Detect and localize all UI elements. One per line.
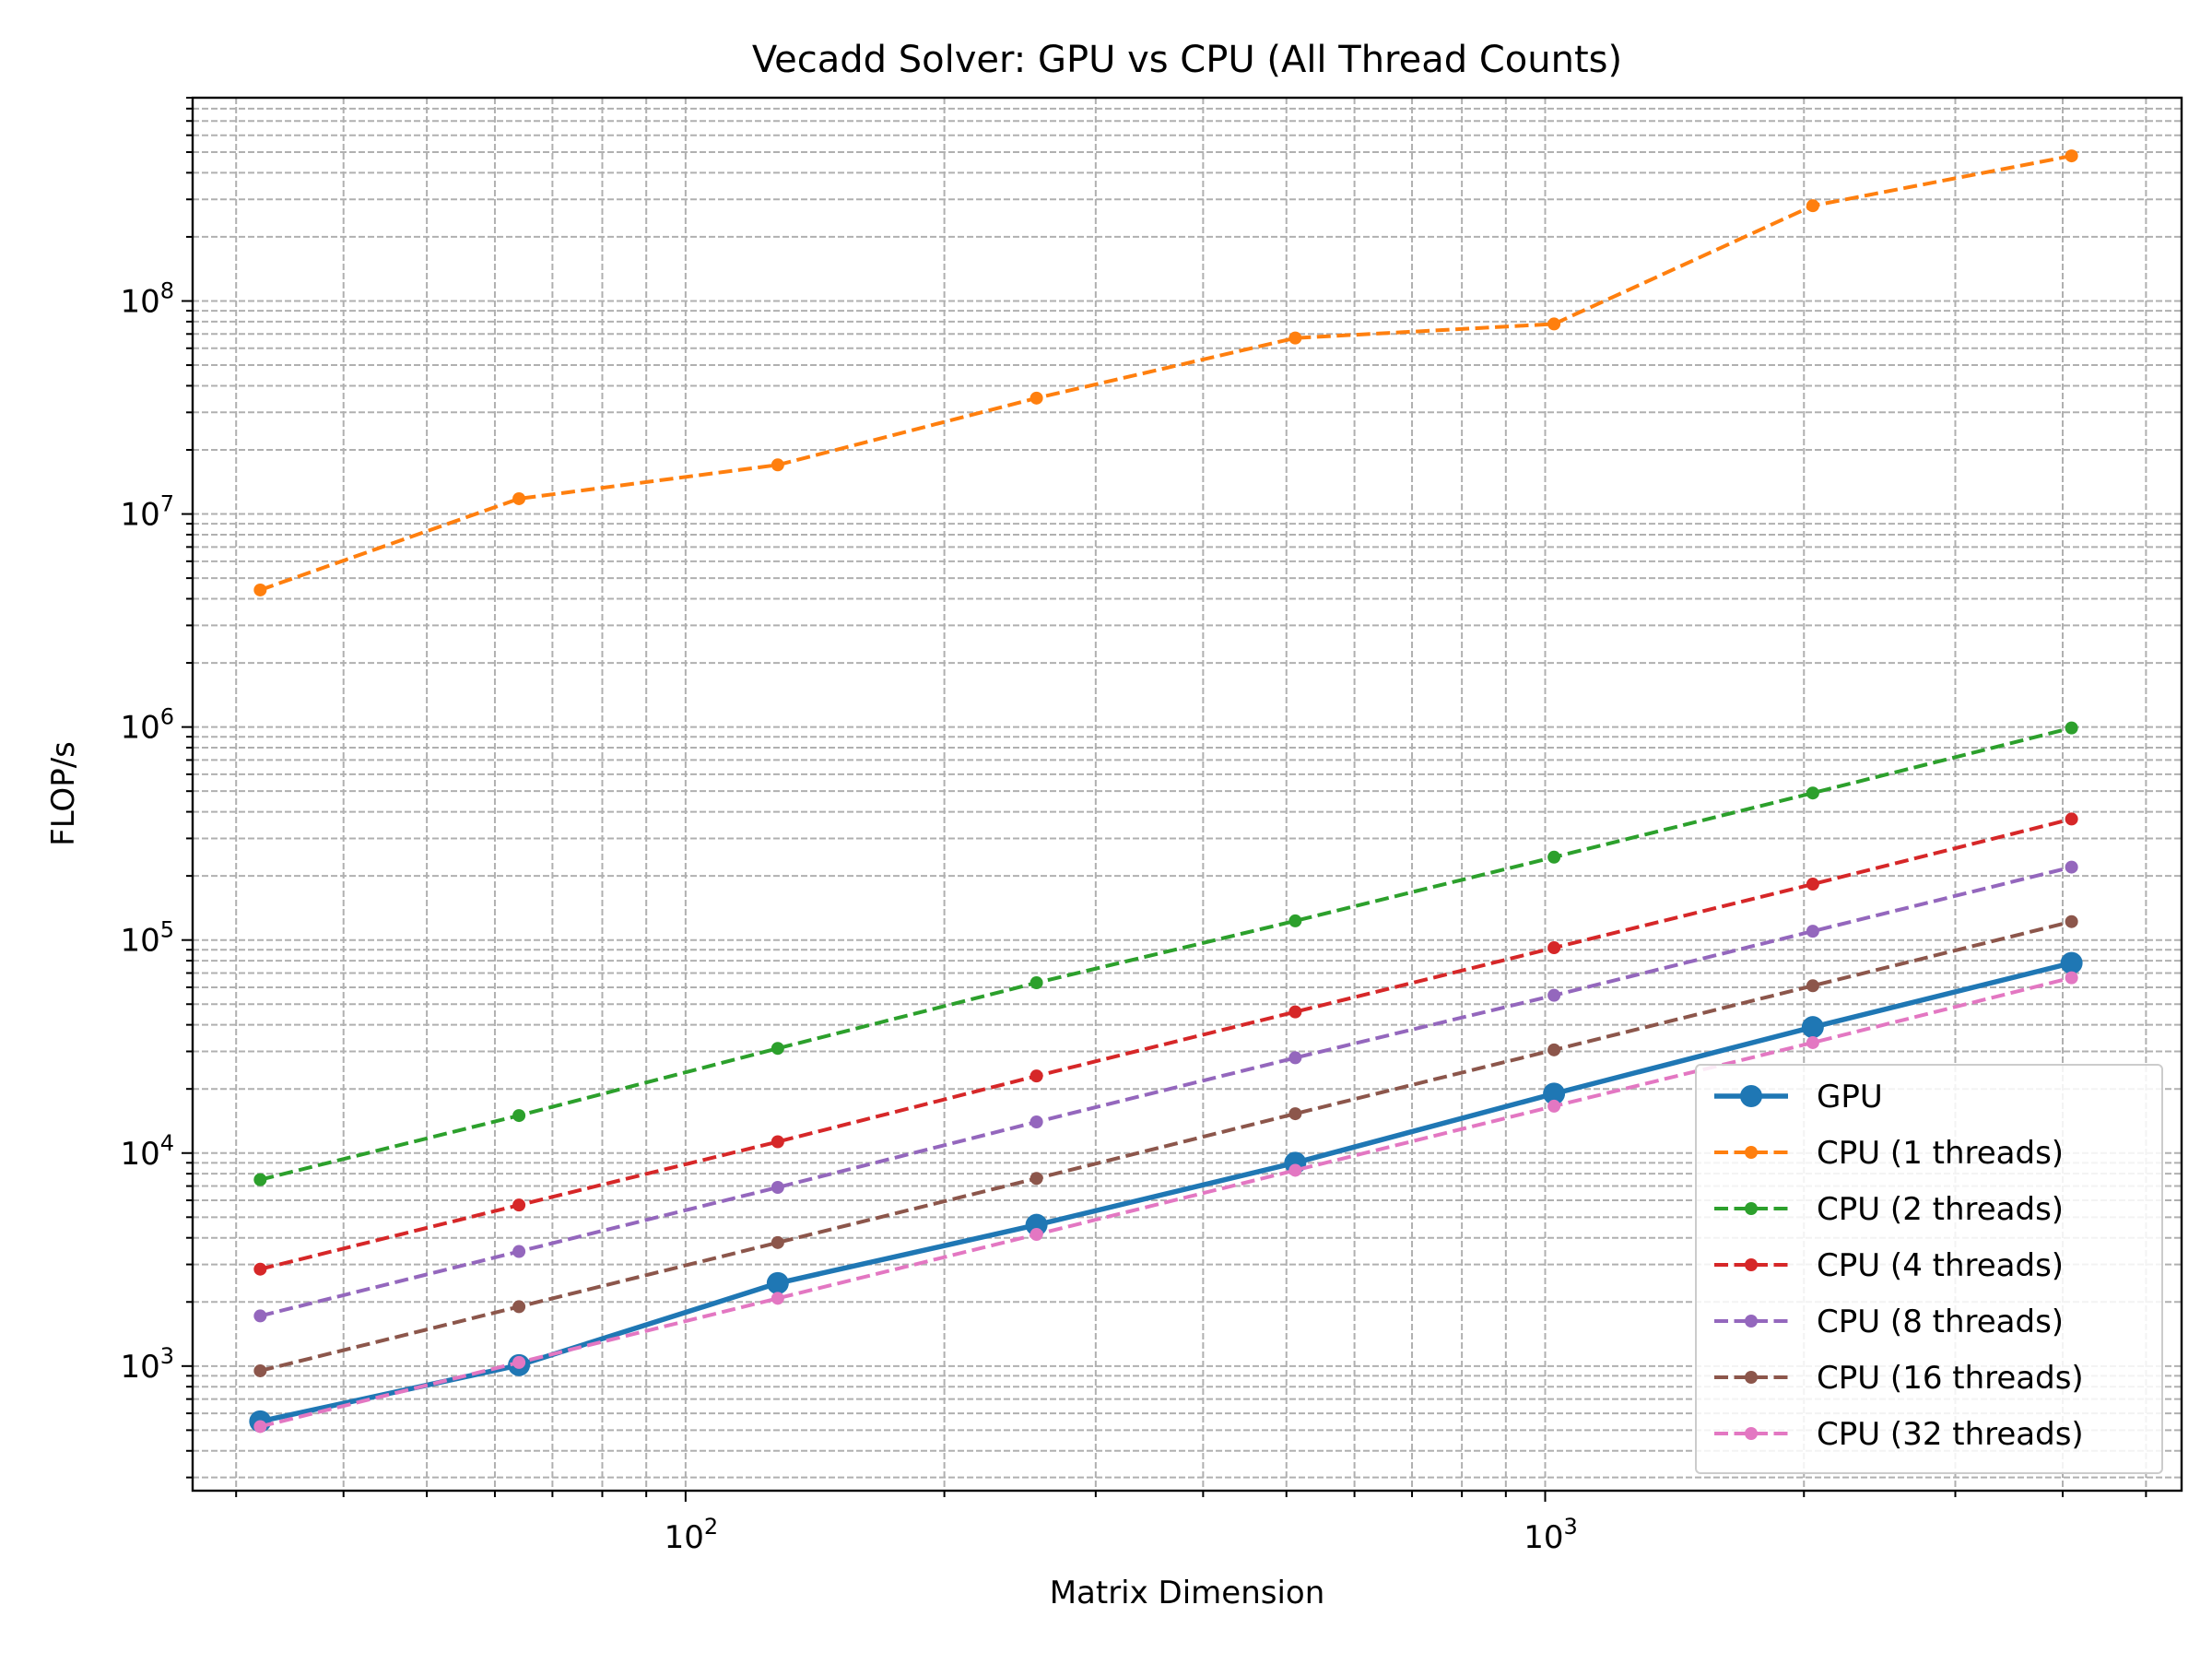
- data-point: [1806, 878, 1819, 891]
- data-point: [2065, 971, 2078, 985]
- data-point: [1547, 1099, 1561, 1113]
- series-line: [259, 975, 2073, 1429]
- y-tick-label: 107: [120, 491, 174, 534]
- data-point: [253, 583, 267, 596]
- series-line: [259, 919, 2073, 1373]
- series-line: [259, 817, 2073, 1271]
- data-point: [771, 1180, 784, 1194]
- data-point: [2065, 812, 2078, 826]
- data-point: [512, 1198, 526, 1212]
- data-point: [253, 1262, 267, 1276]
- data-point: [2065, 721, 2078, 735]
- data-point: [1547, 988, 1561, 1002]
- legend-box: [1695, 1064, 2163, 1474]
- data-point: [1030, 1228, 1043, 1242]
- data-point: [512, 1300, 526, 1314]
- legend-marker: [1745, 1427, 1758, 1440]
- data-point: [1806, 979, 1819, 993]
- data-point: [1547, 850, 1561, 864]
- series-line: [259, 726, 2073, 1182]
- data-point: [253, 1309, 267, 1323]
- data-point: [2065, 915, 2078, 928]
- data-point: [1806, 786, 1819, 800]
- series-lines: [249, 149, 2083, 1434]
- legend-label: CPU (32 threads): [1817, 1416, 2084, 1453]
- legend-label: CPU (16 threads): [1817, 1360, 2084, 1397]
- y-tick-label: 104: [120, 1130, 174, 1173]
- data-point: [771, 458, 784, 472]
- legend-marker: [1745, 1258, 1758, 1271]
- data-point: [1288, 331, 1302, 345]
- series-line: [259, 865, 2073, 1318]
- x-tick-label: 103: [1524, 1514, 1578, 1556]
- data-point: [512, 1109, 526, 1123]
- legend-label: CPU (1 threads): [1817, 1135, 2064, 1172]
- data-point: [253, 1173, 267, 1186]
- data-point: [253, 1363, 267, 1377]
- legend-label: GPU: [1817, 1079, 1883, 1115]
- data-point: [1030, 1115, 1043, 1128]
- axis-ticks: 102 103 103 104 105 106 107 108: [120, 97, 2147, 1556]
- data-point: [1806, 925, 1819, 938]
- data-point: [1547, 941, 1561, 955]
- data-point: [1030, 1069, 1043, 1083]
- series-4: [253, 860, 2078, 1323]
- data-point: [1543, 1082, 1566, 1105]
- data-point: [1030, 1172, 1043, 1186]
- legend-marker: [1745, 1371, 1758, 1384]
- data-point: [1801, 1016, 1824, 1039]
- legend-label: CPU (8 threads): [1817, 1304, 2064, 1340]
- data-point: [1806, 1035, 1819, 1049]
- legend-marker: [1740, 1085, 1762, 1107]
- legend-marker: [1745, 1146, 1758, 1159]
- data-point: [1288, 914, 1302, 927]
- data-point: [1025, 1213, 1048, 1236]
- y-tick-label: 105: [120, 917, 174, 960]
- data-point: [1288, 1005, 1302, 1019]
- data-point: [1806, 199, 1819, 213]
- data-point: [512, 491, 526, 505]
- data-point: [1288, 1163, 1302, 1177]
- series-2: [253, 721, 2078, 1186]
- legend-label: CPU (4 threads): [1817, 1247, 2064, 1284]
- data-point: [1030, 976, 1043, 990]
- chart-title: Vecadd Solver: GPU vs CPU (All Thread Co…: [752, 39, 1622, 81]
- series-6: [253, 971, 2078, 1434]
- data-point: [512, 1355, 526, 1369]
- legend-marker: [1745, 1202, 1758, 1215]
- plot-frame: [191, 96, 2183, 1493]
- data-point: [771, 1042, 784, 1056]
- data-point: [771, 1135, 784, 1149]
- series-line: [259, 960, 2073, 1424]
- y-tick-label: 106: [120, 704, 174, 747]
- series-line: [259, 154, 2072, 592]
- data-point: [771, 1292, 784, 1305]
- data-point: [512, 1245, 526, 1258]
- legend-marker: [1745, 1315, 1758, 1328]
- data-point: [1547, 1043, 1561, 1056]
- legend-label: CPU (2 threads): [1817, 1191, 2064, 1228]
- y-tick-label: 103: [120, 1343, 174, 1386]
- data-point: [1030, 391, 1043, 405]
- data-point: [1547, 317, 1561, 331]
- x-tick-label: 102: [665, 1514, 719, 1556]
- data-point: [2060, 951, 2083, 974]
- data-point: [253, 1420, 267, 1434]
- data-point: [2065, 149, 2078, 163]
- data-point: [2065, 860, 2078, 874]
- x-axis-label: Matrix Dimension: [1050, 1575, 1325, 1611]
- legend: GPU CPU (1 threads) CPU (2 threads) CPU (4 …: [1695, 1064, 2163, 1474]
- series-1: [253, 149, 2078, 596]
- data-point: [771, 1235, 784, 1249]
- series-3: [253, 812, 2078, 1276]
- series-5: [253, 915, 2078, 1377]
- data-point: [1288, 1051, 1302, 1065]
- data-point: [766, 1271, 789, 1294]
- y-tick-label: 108: [120, 277, 174, 320]
- y-axis-label: FLOP/s: [45, 741, 82, 846]
- data-point: [1288, 1107, 1302, 1121]
